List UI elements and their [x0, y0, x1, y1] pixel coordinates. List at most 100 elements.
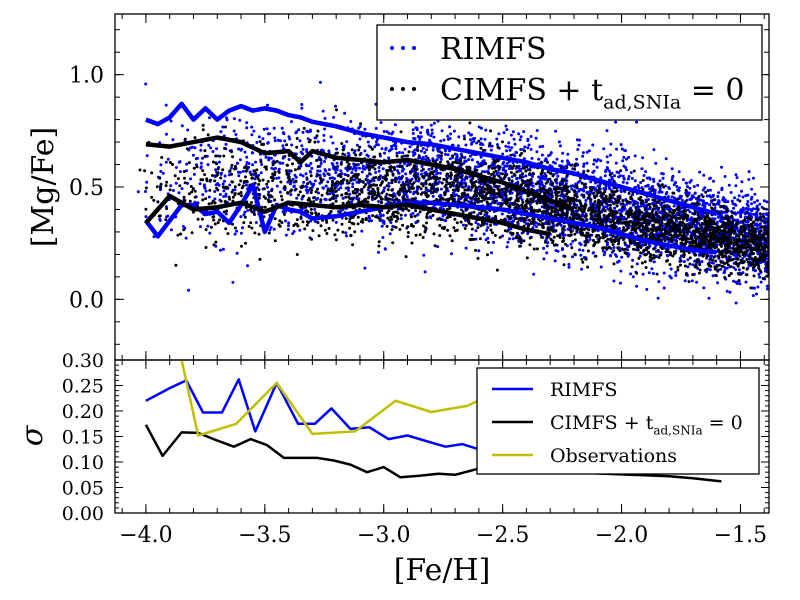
scatter-point — [578, 241, 582, 245]
scatter-point — [772, 227, 775, 230]
scatter-point — [361, 164, 365, 168]
scatter-point — [363, 149, 367, 153]
scatter-point — [431, 159, 435, 163]
scatter-point — [665, 191, 669, 194]
scatter-point — [474, 229, 478, 233]
scatter-point — [522, 220, 526, 223]
scatter-point — [483, 170, 487, 174]
scatter-point — [773, 260, 776, 263]
scatter-point — [770, 249, 773, 252]
scatter-point — [512, 137, 516, 141]
scatter-point — [626, 177, 630, 181]
scatter-point — [483, 187, 487, 191]
scatter-point — [676, 268, 680, 272]
scatter-point — [765, 284, 769, 288]
scatter-point — [209, 146, 213, 150]
scatter-point — [641, 179, 645, 182]
scatter-point — [232, 129, 236, 133]
scatter-point — [345, 140, 349, 144]
scatter-point — [643, 260, 647, 264]
scatter-point — [444, 152, 447, 156]
scatter-point — [275, 176, 279, 180]
scatter-point — [169, 228, 173, 232]
scatter-point — [735, 176, 739, 180]
scatter-point — [395, 154, 399, 158]
scatter-point — [677, 189, 681, 193]
scatter-point — [422, 253, 426, 257]
scatter-point — [773, 285, 776, 288]
scatter-point — [218, 154, 222, 158]
scatter-point — [199, 165, 203, 169]
scatter-point — [387, 209, 391, 213]
scatter-point — [207, 143, 211, 147]
scatter-point — [235, 251, 239, 255]
scatter-point — [672, 196, 676, 200]
scatter-point — [482, 159, 486, 163]
scatter-point — [203, 183, 206, 187]
scatter-point — [425, 148, 429, 152]
scatter-point — [773, 192, 776, 195]
scatter-point — [658, 210, 662, 214]
scatter-point — [772, 227, 775, 230]
scatter-point — [144, 215, 148, 219]
scatter-point — [331, 141, 335, 145]
scatter-point — [522, 157, 526, 161]
scatter-point — [663, 239, 667, 243]
scatter-point — [467, 200, 471, 204]
scatter-point — [770, 240, 773, 243]
scatter-point — [772, 260, 775, 263]
scatter-point — [360, 229, 364, 233]
scatter-point — [504, 169, 508, 173]
scatter-point — [198, 182, 202, 186]
scatter-point — [633, 179, 637, 183]
scatter-point — [335, 147, 339, 151]
scatter-point — [688, 244, 692, 247]
scatter-point — [254, 221, 258, 224]
scatter-point — [340, 172, 344, 176]
scatter-point — [351, 185, 355, 189]
scatter-point — [463, 178, 466, 182]
scatter-point — [467, 131, 471, 135]
scatter-point — [587, 149, 591, 153]
scatter-point — [708, 228, 712, 232]
scatter-point — [631, 258, 635, 262]
scatter-point — [355, 180, 359, 184]
scatter-point — [222, 179, 226, 183]
scatter-point — [408, 145, 412, 149]
scatter-point — [764, 212, 768, 216]
scatter-point — [377, 200, 381, 203]
scatter-point — [648, 177, 652, 181]
scatter-point — [619, 281, 622, 285]
scatter-point — [630, 177, 634, 180]
scatter-point — [660, 190, 664, 194]
scatter-point — [136, 190, 140, 194]
scatter-point — [398, 151, 401, 154]
scatter-point — [678, 186, 681, 190]
scatter-point — [624, 149, 627, 153]
scatter-point — [394, 147, 398, 151]
scatter-point — [755, 212, 759, 215]
scatter-point — [239, 179, 243, 183]
scatter-point — [670, 176, 674, 179]
scatter-point — [219, 248, 222, 252]
scatter-point — [323, 168, 327, 172]
scatter-point — [402, 194, 406, 198]
scatter-point — [432, 135, 436, 139]
scatter-point — [287, 135, 291, 139]
scatter-point — [609, 254, 612, 257]
scatter-point — [653, 191, 657, 195]
scatter-point — [670, 195, 674, 199]
scatter-point — [445, 176, 449, 180]
scatter-point — [519, 167, 522, 171]
scatter-point — [559, 223, 563, 227]
scatter-point — [217, 160, 221, 164]
scatter-point — [753, 192, 757, 196]
scatter-point — [561, 227, 565, 231]
scatter-point — [615, 147, 618, 151]
scatter-point — [395, 197, 398, 201]
scatter-point — [316, 165, 320, 169]
scatter-point — [390, 144, 393, 148]
scatter-point — [430, 187, 434, 191]
scatter-point — [700, 260, 704, 264]
scatter-point — [442, 138, 446, 142]
